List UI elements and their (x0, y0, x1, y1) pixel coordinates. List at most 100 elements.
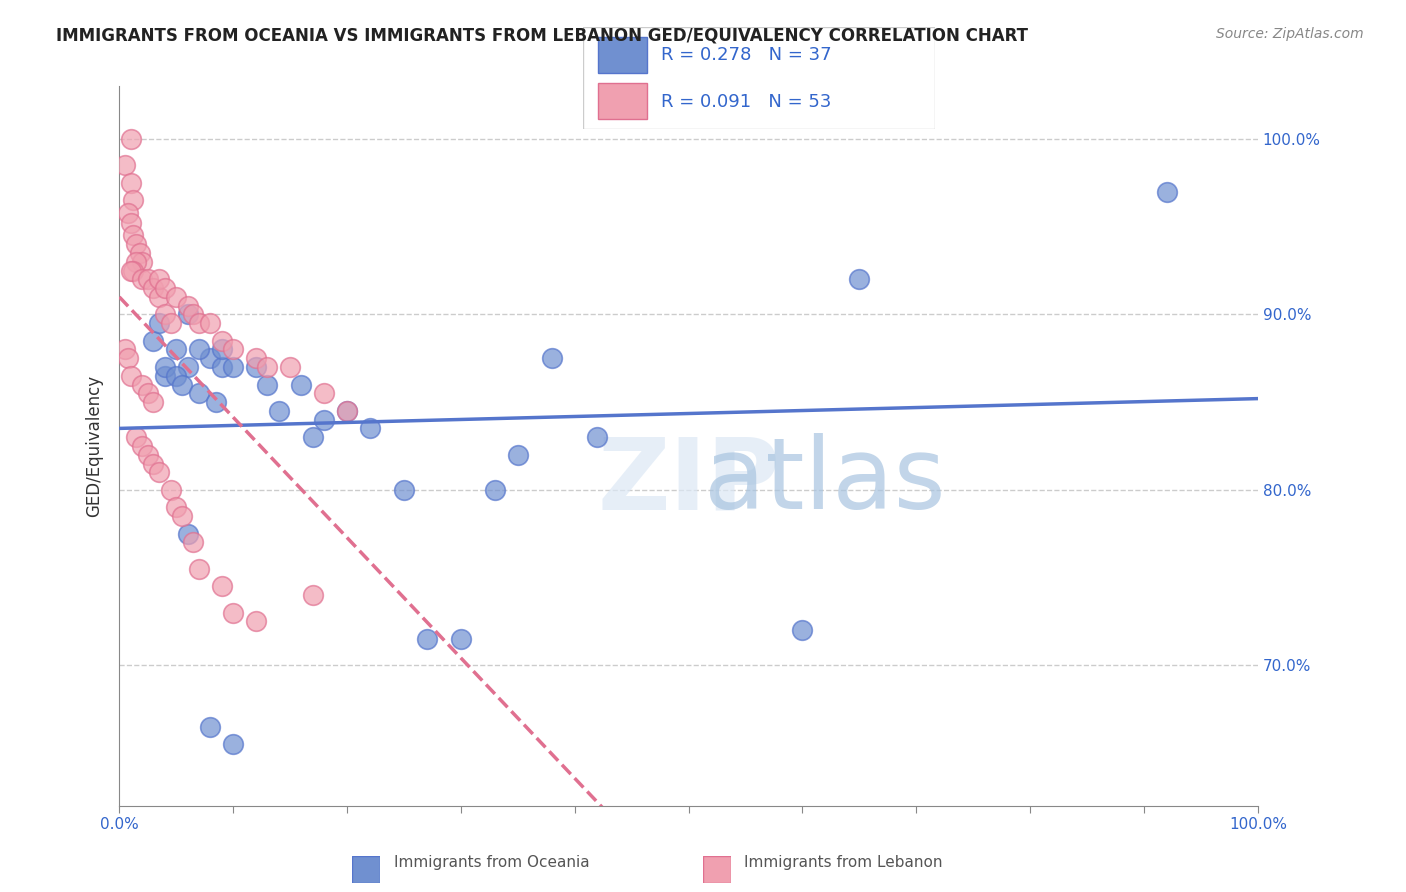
Point (125, 254, 148, 268)
Point (211, 579, 233, 593)
Text: Source: ZipAtlas.com: Source: ZipAtlas.com (1216, 27, 1364, 41)
Point (148, 465, 170, 479)
Point (586, 430, 609, 444)
Point (314, 386, 336, 401)
Text: R = 0.091   N = 53: R = 0.091 N = 53 (661, 93, 831, 111)
Point (165, 290, 187, 304)
Point (301, 588, 323, 602)
Point (336, 404, 359, 418)
Point (245, 359, 267, 374)
Point (222, 343, 245, 357)
FancyBboxPatch shape (703, 856, 731, 883)
Y-axis label: GED/Equivalency: GED/Equivalency (86, 375, 103, 517)
Point (136, 272, 159, 286)
Point (245, 615, 267, 629)
Point (211, 334, 233, 348)
Point (120, 368, 142, 383)
Point (120, 132, 142, 146)
Point (1156, 185, 1178, 199)
Point (153, 281, 176, 295)
Point (278, 359, 301, 374)
Point (290, 377, 312, 392)
Point (165, 368, 187, 383)
Point (392, 483, 415, 497)
Point (188, 562, 211, 576)
Point (222, 606, 245, 620)
Point (142, 334, 165, 348)
Point (148, 290, 170, 304)
Point (122, 263, 145, 277)
Point (200, 351, 222, 366)
Text: Immigrants from Oceania: Immigrants from Oceania (394, 855, 591, 870)
Point (142, 281, 165, 295)
Point (159, 483, 181, 497)
Point (188, 316, 211, 330)
Point (200, 720, 222, 734)
Point (211, 359, 233, 374)
Point (131, 377, 153, 392)
Point (148, 316, 170, 330)
FancyBboxPatch shape (352, 856, 380, 883)
Point (200, 316, 222, 330)
Point (415, 632, 437, 646)
Text: IMMIGRANTS FROM OCEANIA VS IMMIGRANTS FROM LEBANON GED/EQUIVALENCY CORRELATION C: IMMIGRANTS FROM OCEANIA VS IMMIGRANTS FR… (56, 27, 1028, 45)
Point (176, 299, 198, 313)
Point (131, 439, 153, 453)
Point (125, 430, 148, 444)
FancyBboxPatch shape (583, 27, 935, 129)
Point (541, 351, 564, 366)
Point (170, 377, 193, 392)
Point (506, 448, 529, 462)
Point (125, 237, 148, 252)
Text: atlas: atlas (704, 434, 946, 531)
Point (176, 526, 198, 541)
Point (142, 457, 165, 471)
Point (142, 395, 165, 409)
Text: R = 0.278   N = 37: R = 0.278 N = 37 (661, 46, 831, 64)
FancyBboxPatch shape (598, 83, 647, 119)
Point (120, 176, 142, 190)
Point (153, 359, 176, 374)
Point (117, 351, 139, 366)
Point (114, 158, 136, 172)
Point (211, 343, 233, 357)
Point (314, 412, 336, 426)
Point (792, 623, 814, 637)
Point (301, 430, 323, 444)
Point (131, 254, 153, 268)
Point (176, 307, 198, 321)
Point (188, 386, 211, 401)
Point (267, 404, 290, 418)
Point (131, 272, 153, 286)
FancyBboxPatch shape (598, 37, 647, 73)
Point (181, 535, 204, 549)
Point (122, 228, 145, 243)
Point (359, 421, 381, 435)
Point (120, 216, 142, 230)
Point (153, 307, 176, 321)
Point (450, 632, 472, 646)
Point (114, 343, 136, 357)
Point (165, 343, 187, 357)
Point (136, 448, 159, 462)
Point (148, 272, 170, 286)
Text: Immigrants from Lebanon: Immigrants from Lebanon (744, 855, 943, 870)
Point (222, 359, 245, 374)
Point (181, 307, 204, 321)
Text: ZIP: ZIP (598, 434, 780, 531)
Point (120, 263, 142, 277)
Point (122, 194, 145, 208)
Point (153, 368, 176, 383)
Point (484, 483, 506, 497)
Point (336, 404, 359, 418)
Point (165, 500, 187, 515)
Point (222, 737, 245, 751)
Point (170, 509, 193, 524)
Point (256, 377, 278, 392)
Point (205, 395, 228, 409)
Point (256, 359, 278, 374)
Point (159, 316, 181, 330)
Point (176, 359, 198, 374)
Point (188, 343, 211, 357)
Point (245, 351, 267, 366)
